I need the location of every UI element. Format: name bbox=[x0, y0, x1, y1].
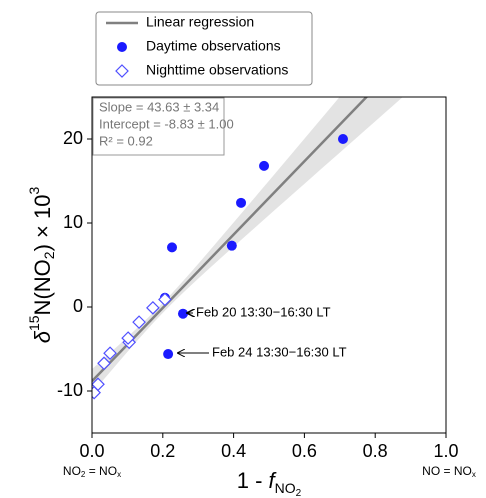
x-label-part: 2 bbox=[296, 488, 302, 498]
note-part: x bbox=[472, 470, 476, 479]
legend-label: Nighttime observations bbox=[146, 62, 288, 78]
note-part: NO = NO bbox=[422, 464, 472, 478]
y-tick-label: 0 bbox=[73, 296, 83, 316]
point bbox=[177, 308, 188, 319]
y-label-part: 15 bbox=[26, 315, 42, 331]
x-axis-label: 1 - fNO2 bbox=[237, 468, 302, 498]
x-tick-label: 0.0 bbox=[79, 441, 104, 461]
point bbox=[121, 331, 135, 345]
y-label-part: 2 bbox=[41, 251, 57, 259]
point bbox=[259, 160, 270, 171]
note-part: x bbox=[117, 470, 121, 479]
note-part: = NO bbox=[85, 464, 117, 478]
y-label-part: 3 bbox=[26, 187, 42, 195]
y-tick-label: 20 bbox=[63, 128, 83, 148]
point bbox=[146, 300, 160, 315]
x-label-part: f bbox=[269, 468, 278, 493]
axes-frame bbox=[91, 96, 447, 434]
y-axis-label: δ15N(NO2) × 103 bbox=[26, 187, 57, 344]
stat-text: Intercept = -8.83 ± 1.00 bbox=[99, 116, 234, 131]
legend bbox=[95, 11, 313, 86]
x-tick-label: 0.2 bbox=[150, 441, 175, 461]
y-tick-label: 10 bbox=[63, 212, 83, 232]
x-label-part: NO bbox=[275, 480, 296, 496]
note-part: NO bbox=[63, 464, 81, 478]
point bbox=[337, 134, 348, 144]
point bbox=[163, 349, 174, 360]
stat-text: R² = 0.92 bbox=[99, 133, 153, 148]
stats-box bbox=[92, 97, 225, 156]
x-tick-label: 0.4 bbox=[221, 441, 246, 461]
legend-key bbox=[117, 42, 127, 52]
x-end-note: NO = NOx bbox=[422, 464, 476, 479]
x-end-note: NO2 = NOx bbox=[63, 464, 121, 479]
x-tick-label: 0.8 bbox=[363, 441, 388, 461]
point bbox=[167, 242, 178, 253]
x-tick-label: 0.6 bbox=[292, 441, 317, 461]
plot-area bbox=[92, 97, 403, 400]
y-label-part: N(NO bbox=[30, 259, 55, 315]
point bbox=[103, 346, 117, 361]
legend-label: Linear regression bbox=[146, 14, 254, 30]
point bbox=[92, 377, 105, 392]
x-tick-label: 1.0 bbox=[433, 441, 458, 461]
y-label-part: δ bbox=[30, 330, 55, 343]
point bbox=[236, 197, 247, 208]
y-label-part: ) × 10 bbox=[30, 195, 55, 252]
stat-text: Slope = 43.63 ± 3.34 bbox=[99, 99, 219, 114]
point bbox=[132, 315, 146, 329]
point bbox=[158, 292, 172, 307]
regression-line bbox=[92, 97, 369, 383]
annotation: Feb 20 13:30−16:30 LT bbox=[196, 304, 331, 319]
point bbox=[97, 356, 111, 371]
x-label-part: 1 - bbox=[237, 468, 269, 493]
point bbox=[226, 240, 237, 251]
annotation: Feb 24 13:30−16:30 LT bbox=[212, 344, 347, 359]
note-part: 2 bbox=[81, 470, 86, 479]
y-tick-label: -10 bbox=[57, 380, 83, 400]
legend-key bbox=[115, 64, 129, 78]
legend-label: Daytime observations bbox=[146, 38, 281, 54]
